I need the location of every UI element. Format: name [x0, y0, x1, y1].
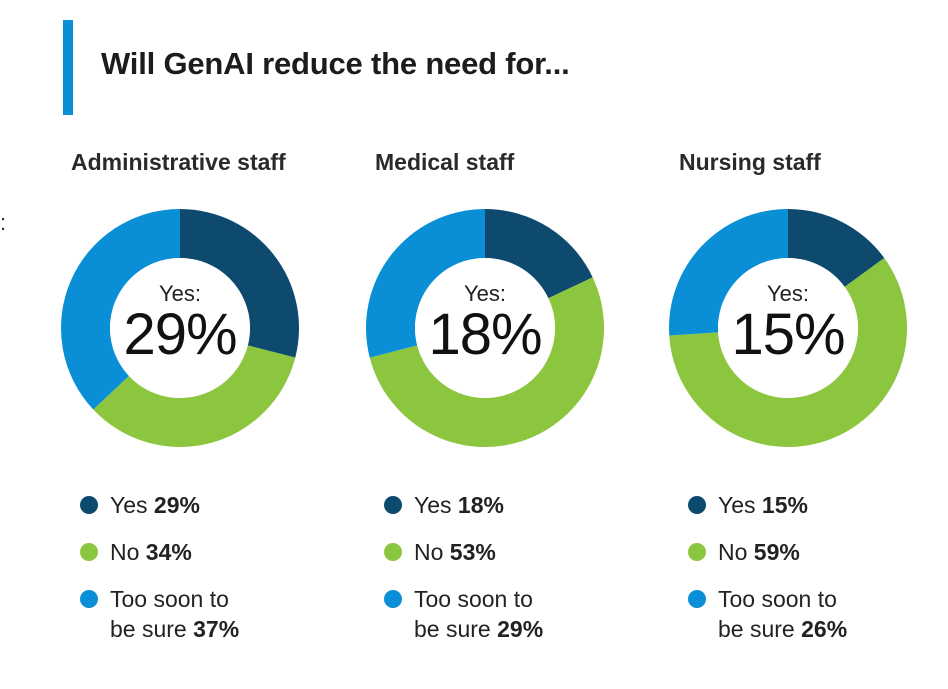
center-value: 15% — [731, 302, 845, 367]
legend-label-continued: be sure — [414, 616, 491, 642]
donut-slice-too-soon-to-be-sure — [366, 209, 485, 358]
legend-value: 37% — [193, 616, 240, 642]
chart-title: Medical staff — [375, 149, 515, 175]
legend: Yes 15% No 59% Too soon to be sure 26% — [688, 490, 948, 661]
legend-item-no: No 34% — [80, 537, 360, 567]
legend-value: 59% — [753, 539, 800, 565]
legend: Yes 29% No 34% Too soon to be sure 37% — [80, 490, 360, 661]
legend-label: Too soon to — [414, 586, 533, 612]
legend-dot-yes — [80, 496, 98, 514]
page-title: Will GenAI reduce the need for... — [101, 46, 570, 81]
legend-item-yes: Yes 29% — [80, 490, 360, 520]
legend-item-too-soon: Too soon to be sure 29% — [384, 584, 664, 644]
donut-chart — [669, 209, 907, 447]
legend-item-too-soon: Too soon to be sure 37% — [80, 584, 360, 644]
donut-slice-yes — [485, 209, 593, 299]
legend-label: No — [718, 539, 748, 565]
chart-title: Nursing staff — [679, 149, 821, 175]
legend-value: 26% — [801, 616, 848, 642]
legend-dot-no — [688, 543, 706, 561]
center-value: 18% — [428, 302, 542, 367]
donut-slice-too-soon-to-be-sure — [669, 209, 788, 336]
legend-dot-yes — [384, 496, 402, 514]
legend-dot-no — [80, 543, 98, 561]
legend-value: 18% — [457, 492, 504, 518]
legend-value: 29% — [497, 616, 544, 642]
legend-value: 34% — [145, 539, 192, 565]
legend-label: Yes — [718, 492, 756, 518]
legend-label: Yes — [110, 492, 148, 518]
legend-value: 53% — [449, 539, 496, 565]
legend-label: Too soon to — [110, 586, 229, 612]
donut-hole — [415, 258, 555, 398]
donut-hole — [718, 258, 858, 398]
center-label: Yes: — [158, 281, 201, 306]
legend-label: Too soon to — [718, 586, 837, 612]
legend-label: No — [110, 539, 140, 565]
center-label: Yes: — [463, 281, 506, 306]
donut-hole — [110, 258, 250, 398]
chart-panel-nursing: Nursing staff Yes: 15% Yes 15% No 59% To… — [608, 0, 908, 689]
legend-value: 15% — [761, 492, 808, 518]
legend-item-yes: Yes 15% — [688, 490, 948, 520]
chart-panel-administrative: Administrative staff Yes: 29% Yes 29% No… — [0, 0, 300, 689]
chart-title: Administrative staff — [71, 149, 286, 175]
legend-dot-no — [384, 543, 402, 561]
donut-slice-yes — [788, 209, 885, 287]
donut-slice-too-soon-to-be-sure — [60, 209, 180, 410]
center-label: Yes: — [766, 281, 809, 306]
legend-item-too-soon: Too soon to be sure 26% — [688, 584, 948, 644]
donut-slice-no — [669, 258, 907, 447]
donut-slice-yes — [180, 209, 299, 358]
legend-dot-too-soon — [384, 590, 402, 608]
legend-label-continued: be sure — [718, 616, 795, 642]
donut-chart — [60, 209, 299, 448]
legend-label-continued: be sure — [110, 616, 187, 642]
legend-value: 29% — [153, 492, 200, 518]
donut-slice-no — [369, 277, 604, 447]
legend-item-yes: Yes 18% — [384, 490, 664, 520]
legend-label: No — [414, 539, 444, 565]
chart-panel-medical: Medical staff Yes: 18% Yes 18% No 53% To… — [304, 0, 604, 689]
center-value: 29% — [123, 302, 237, 367]
donut-chart — [366, 209, 604, 447]
legend-dot-too-soon — [80, 590, 98, 608]
legend-item-no: No 53% — [384, 537, 664, 567]
edge-fragment: : — [0, 210, 7, 235]
donut-slice-no — [93, 345, 296, 448]
title-accent-bar — [63, 20, 73, 115]
legend-dot-yes — [688, 496, 706, 514]
legend-label: Yes — [414, 492, 452, 518]
legend-dot-too-soon — [688, 590, 706, 608]
legend-item-no: No 59% — [688, 537, 948, 567]
legend: Yes 18% No 53% Too soon to be sure 29% — [384, 490, 664, 661]
